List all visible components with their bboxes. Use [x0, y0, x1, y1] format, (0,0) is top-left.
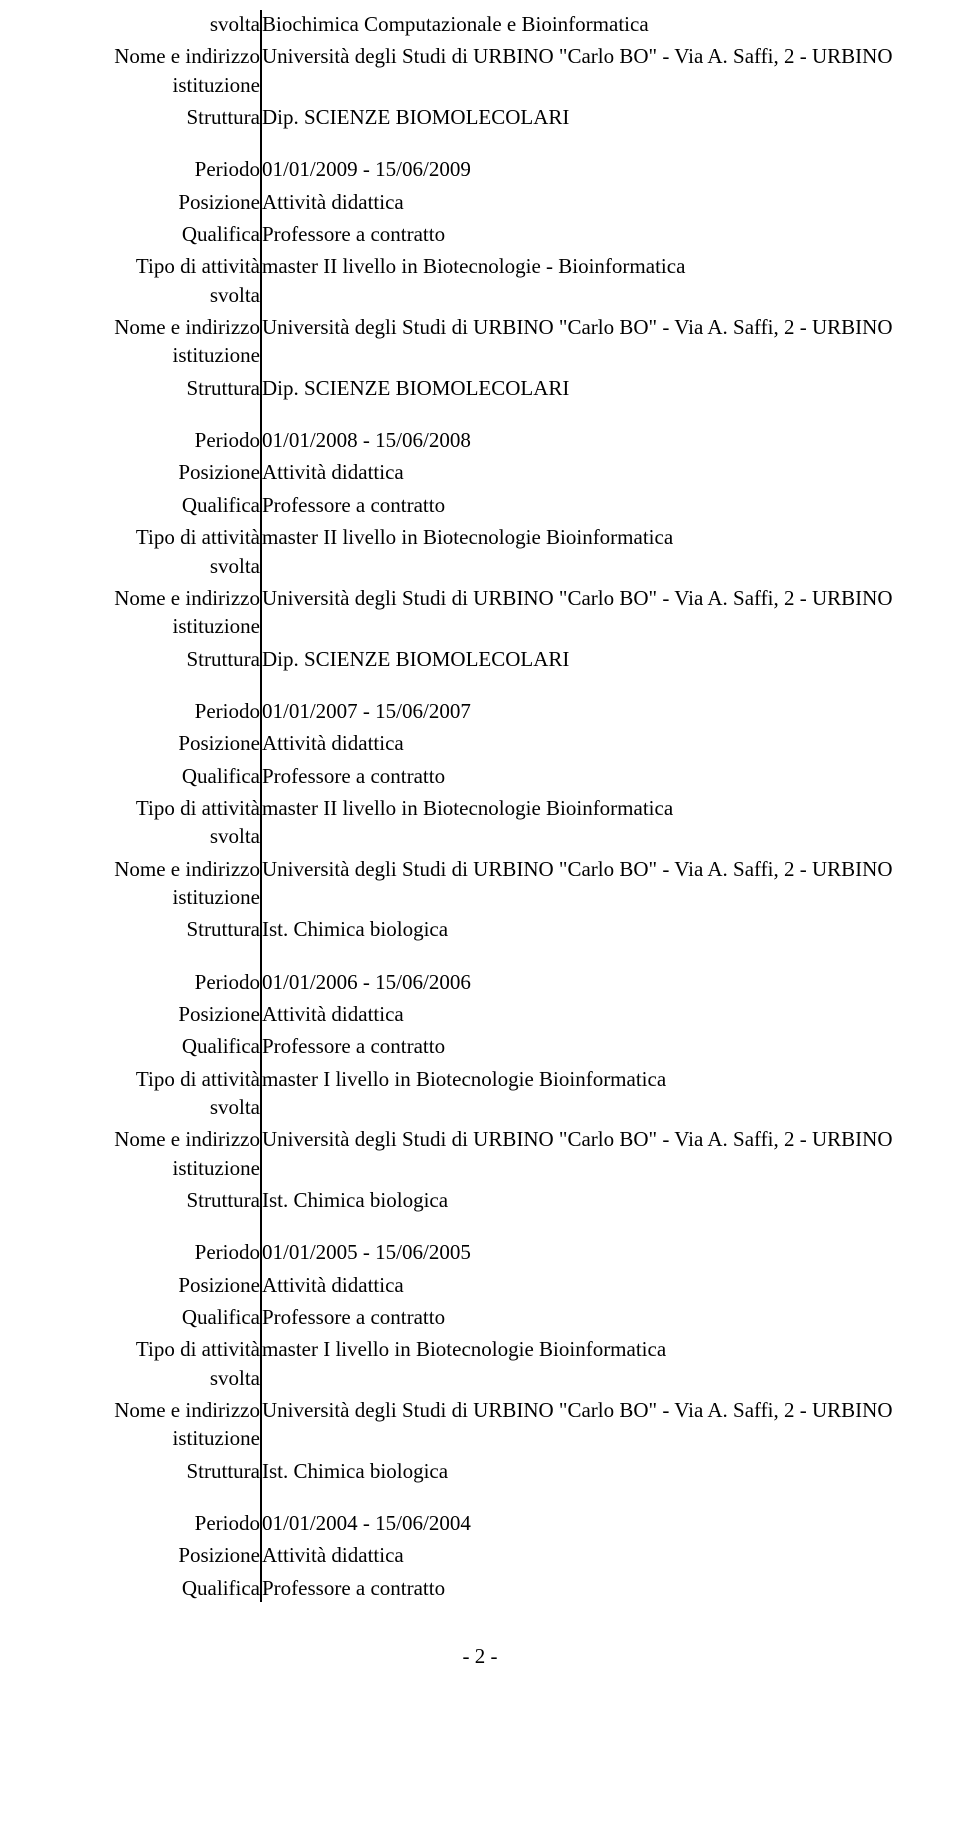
label-svolta: svolta — [50, 1093, 260, 1121]
value-b5-tipo: master I livello in Biotecnologie Bioinf… — [262, 1335, 910, 1392]
label-qualifica: Qualifica — [50, 1574, 260, 1602]
value-b2-periodo: 01/01/2008 - 15/06/2008 — [262, 426, 910, 454]
value-b4-tipo: master I livello in Biotecnologie Bioinf… — [262, 1065, 910, 1122]
label-nome-indirizzo: Nome e indirizzo — [50, 313, 260, 341]
value-b2-tipo: master II livello in Biotecnologie Bioin… — [262, 523, 910, 580]
label-periodo: Periodo — [50, 1238, 260, 1266]
value-b1-qualifica: Professore a contratto — [262, 220, 910, 248]
value-top-svolta: Biochimica Computazionale e Bioinformati… — [262, 10, 910, 38]
cv-table: svolta Biochimica Computazionale e Bioin… — [50, 10, 910, 1602]
label-svolta: svolta — [50, 281, 260, 309]
label-posizione: Posizione — [50, 729, 260, 757]
value-b4-qualifica: Professore a contratto — [262, 1032, 910, 1060]
value-b1-periodo: 01/01/2009 - 15/06/2009 — [262, 155, 910, 183]
label-tipo-attivita: Tipo di attività — [50, 523, 260, 551]
label-istituzione: istituzione — [50, 71, 260, 99]
label-svolta: svolta — [50, 10, 260, 38]
value-b2-qualifica: Professore a contratto — [262, 491, 910, 519]
label-nome-indirizzo: Nome e indirizzo — [50, 1125, 260, 1153]
label-qualifica: Qualifica — [50, 220, 260, 248]
value-top-struttura: Dip. SCIENZE BIOMOLECOLARI — [262, 103, 910, 131]
label-struttura: Struttura — [50, 915, 260, 943]
label-qualifica: Qualifica — [50, 762, 260, 790]
value-b1-indirizzo: Università degli Studi di URBINO "Carlo … — [262, 313, 910, 370]
label-istituzione: istituzione — [50, 341, 260, 369]
value-b6-periodo: 01/01/2004 - 15/06/2004 — [262, 1509, 910, 1537]
label-struttura: Struttura — [50, 1186, 260, 1214]
label-nome-indirizzo: Nome e indirizzo — [50, 855, 260, 883]
label-istituzione: istituzione — [50, 612, 260, 640]
label-qualifica: Qualifica — [50, 1303, 260, 1331]
value-b6-qualifica: Professore a contratto — [262, 1574, 910, 1602]
value-b2-posizione: Attività didattica — [262, 458, 910, 486]
value-b3-posizione: Attività didattica — [262, 729, 910, 757]
label-periodo: Periodo — [50, 155, 260, 183]
label-posizione: Posizione — [50, 458, 260, 486]
label-tipo-attivita: Tipo di attività — [50, 252, 260, 280]
page-number: - 2 - — [50, 1642, 910, 1670]
value-b5-struttura: Ist. Chimica biologica — [262, 1457, 910, 1485]
label-struttura: Struttura — [50, 645, 260, 673]
value-b3-indirizzo: Università degli Studi di URBINO "Carlo … — [262, 855, 910, 912]
label-svolta: svolta — [50, 1364, 260, 1392]
label-struttura: Struttura — [50, 374, 260, 402]
value-b3-struttura: Ist. Chimica biologica — [262, 915, 910, 943]
label-struttura: Struttura — [50, 103, 260, 131]
label-svolta: svolta — [50, 552, 260, 580]
label-nome-indirizzo: Nome e indirizzo — [50, 42, 260, 70]
label-istituzione: istituzione — [50, 1424, 260, 1452]
value-b5-posizione: Attività didattica — [262, 1271, 910, 1299]
label-nome-indirizzo: Nome e indirizzo — [50, 584, 260, 612]
label-posizione: Posizione — [50, 188, 260, 216]
label-posizione: Posizione — [50, 1000, 260, 1028]
label-tipo-attivita: Tipo di attività — [50, 1335, 260, 1363]
value-b5-periodo: 01/01/2005 - 15/06/2005 — [262, 1238, 910, 1266]
value-b4-periodo: 01/01/2006 - 15/06/2006 — [262, 968, 910, 996]
label-nome-indirizzo: Nome e indirizzo — [50, 1396, 260, 1424]
label-posizione: Posizione — [50, 1271, 260, 1299]
value-b3-tipo: master II livello in Biotecnologie Bioin… — [262, 794, 910, 851]
label-qualifica: Qualifica — [50, 491, 260, 519]
label-istituzione: istituzione — [50, 1154, 260, 1182]
value-b2-indirizzo: Università degli Studi di URBINO "Carlo … — [262, 584, 910, 641]
value-b1-tipo: master II livello in Biotecnologie - Bio… — [262, 252, 910, 309]
value-top-indirizzo: Università degli Studi di URBINO "Carlo … — [262, 42, 910, 99]
value-b3-periodo: 01/01/2007 - 15/06/2007 — [262, 697, 910, 725]
label-qualifica: Qualifica — [50, 1032, 260, 1060]
label-periodo: Periodo — [50, 1509, 260, 1537]
value-b4-posizione: Attività didattica — [262, 1000, 910, 1028]
label-periodo: Periodo — [50, 426, 260, 454]
label-struttura: Struttura — [50, 1457, 260, 1485]
value-b3-qualifica: Professore a contratto — [262, 762, 910, 790]
label-istituzione: istituzione — [50, 883, 260, 911]
value-b5-indirizzo: Università degli Studi di URBINO "Carlo … — [262, 1396, 910, 1453]
label-svolta: svolta — [50, 822, 260, 850]
label-tipo-attivita: Tipo di attività — [50, 1065, 260, 1093]
label-periodo: Periodo — [50, 968, 260, 996]
label-posizione: Posizione — [50, 1541, 260, 1569]
value-b4-struttura: Ist. Chimica biologica — [262, 1186, 910, 1214]
value-b2-struttura: Dip. SCIENZE BIOMOLECOLARI — [262, 645, 910, 673]
label-periodo: Periodo — [50, 697, 260, 725]
value-b6-posizione: Attività didattica — [262, 1541, 910, 1569]
value-b4-indirizzo: Università degli Studi di URBINO "Carlo … — [262, 1125, 910, 1182]
value-b1-struttura: Dip. SCIENZE BIOMOLECOLARI — [262, 374, 910, 402]
label-tipo-attivita: Tipo di attività — [50, 794, 260, 822]
value-b5-qualifica: Professore a contratto — [262, 1303, 910, 1331]
value-b1-posizione: Attività didattica — [262, 188, 910, 216]
